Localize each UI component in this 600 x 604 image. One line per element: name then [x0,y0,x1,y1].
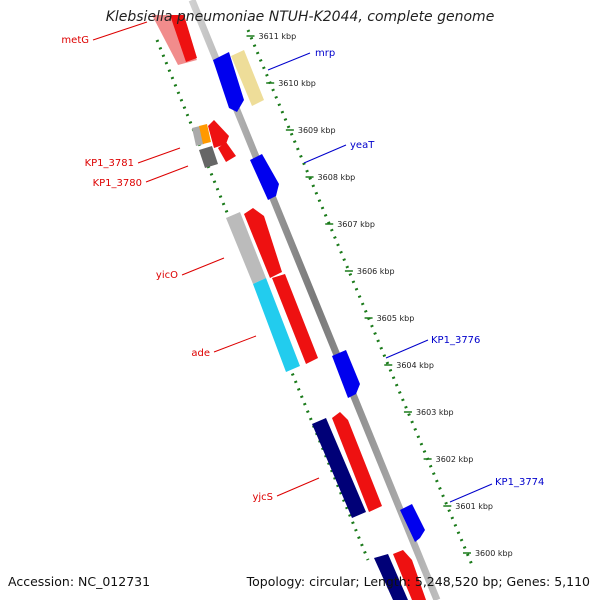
gene-label-KP1_3774[interactable]: KP1_3774 [495,477,544,488]
accession-text: Accession: NC_012731 [8,574,151,589]
leader-line-KP1_3776 [385,339,429,359]
leader-line-yeaT [303,144,347,164]
gene-arrow-metG-dark[interactable] [170,15,197,62]
gene-arrow-yjcS[interactable] [332,412,382,512]
gene-arrow-mrp-partner[interactable] [231,50,264,106]
gene-arrow-KP1_3780[interactable] [218,142,236,162]
gene-box-yicO-grey[interactable] [226,212,266,284]
gene-arrow-mrp[interactable] [213,52,244,112]
gene-arrow-KP1_3774[interactable] [400,504,425,542]
leader-line-mrp [267,52,311,71]
gene-label-mrp[interactable]: mrp [315,48,335,59]
scale-label: 3611 kbp [259,32,297,41]
leader-line-metG [92,21,148,41]
leader-line-KP1_3781 [137,147,181,164]
gene-label-yjcS[interactable]: yjcS [252,492,273,503]
gene-box-ade-cyan[interactable] [253,278,300,372]
leader-line-ade [213,335,257,353]
scale-label: 3609 kbp [298,126,336,135]
gene-box-KP1_3780[interactable] [199,146,218,168]
outer-dotted-track [246,29,474,566]
gene-box-KP1_3781-orange[interactable] [199,124,211,144]
gene-label-KP1_3776[interactable]: KP1_3776 [431,335,480,346]
leader-line-yjcS [276,477,320,497]
gene-label-KP1_3780[interactable]: KP1_3780 [93,178,142,189]
scale-label: 3604 kbp [396,361,434,370]
gene-box-bottom-navy[interactable] [374,554,408,600]
scale-label: 3602 kbp [436,455,474,464]
genome-summary-text: Topology: circular; Length: 5,248,520 bp… [246,574,590,589]
map-title: Klebsiella pneumoniae NTUH-K2044, comple… [105,9,495,25]
scale-labels: 3611 kbp 3610 kbp 3609 kbp 3608 kbp 3607 kbp… [259,32,513,558]
scale-label: 3610 kbp [278,79,316,88]
leader-line-KP1_3780 [145,165,189,183]
gene-arrow-yicO[interactable] [244,208,282,278]
gene-arrow-ade[interactable] [272,274,318,364]
gene-arrow-KP1_3781[interactable] [208,120,229,148]
scale-label: 3601 kbp [455,502,493,511]
gene-arrow-bottom[interactable] [393,550,426,600]
scale-label: 3607 kbp [337,220,375,229]
scale-label: 3605 kbp [377,314,415,323]
gene-label-metG[interactable]: metG [61,35,89,46]
scale-label: 3608 kbp [318,173,356,182]
scale-label: 3603 kbp [416,408,454,417]
leader-line-yicO [181,257,225,276]
leader-line-KP1_3774 [449,483,493,503]
gene-label-KP1_3781[interactable]: KP1_3781 [85,158,134,169]
scale-label: 3606 kbp [357,267,395,276]
gene-arrow-KP1_3776[interactable] [332,350,360,398]
gene-box-yjcS-navy[interactable] [312,418,366,518]
gene-label-yicO[interactable]: yicO [156,270,178,281]
gene-label-ade[interactable]: ade [191,348,210,359]
scale-label: 3600 kbp [475,549,513,558]
gene-arrow-yeaT[interactable] [250,154,279,200]
scale-ticks [246,35,471,554]
gene-label-yeaT[interactable]: yeaT [350,140,375,151]
